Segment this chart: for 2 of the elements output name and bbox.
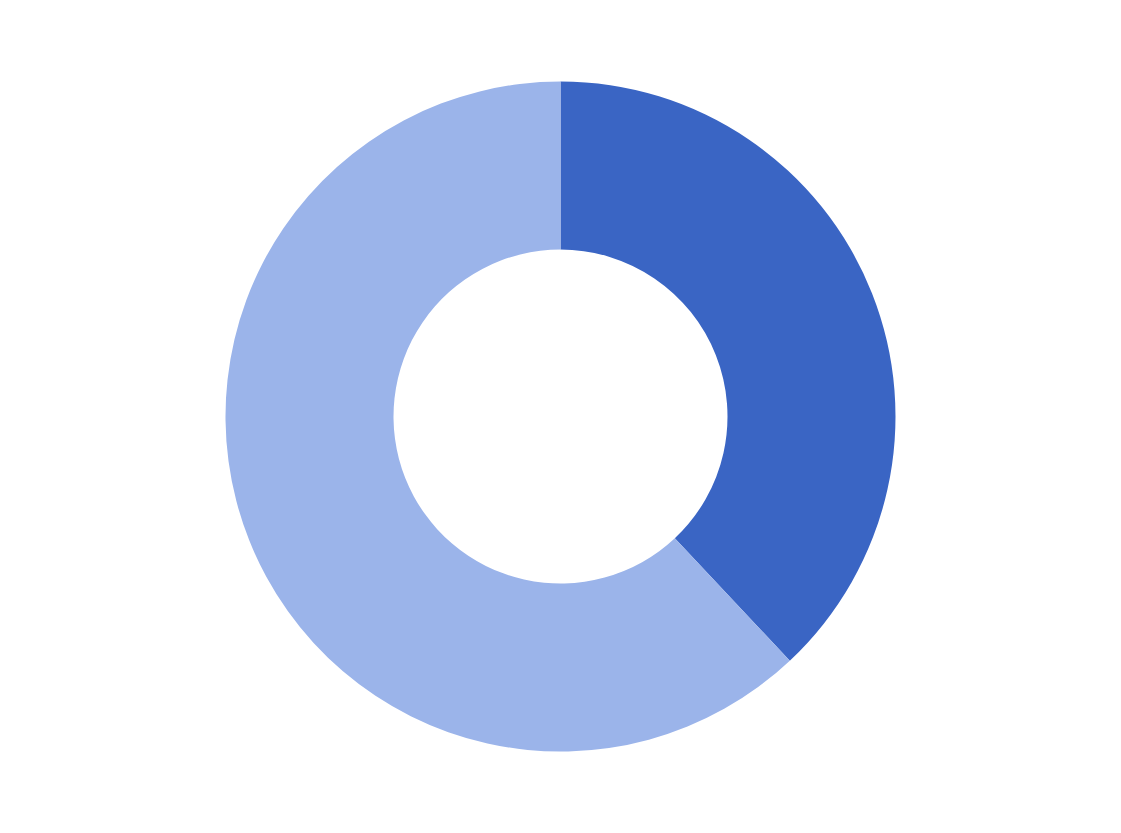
donut-slice — [560, 81, 895, 661]
donut-slice — [225, 81, 790, 752]
